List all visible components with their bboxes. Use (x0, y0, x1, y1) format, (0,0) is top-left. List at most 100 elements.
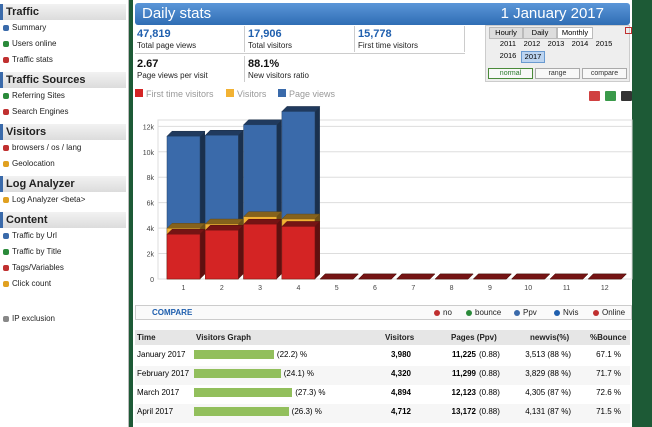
bar-top (587, 273, 627, 280)
year-button[interactable]: 2017 (521, 51, 545, 63)
compare-title[interactable]: COMPARE (152, 308, 193, 317)
row-visitors: 4,320 (390, 369, 411, 378)
nav-item[interactable]: Users online (12, 39, 57, 48)
bar-top (396, 273, 436, 280)
year-button[interactable]: 2014 (571, 39, 589, 48)
y-tick-label: 2k (147, 252, 155, 259)
row-bounce: 67.1 % (596, 350, 621, 359)
divider (135, 53, 465, 54)
section-header: Log Analyzer (0, 176, 126, 192)
stat-value: 17,906 (248, 28, 282, 40)
mode-button[interactable]: compare (582, 68, 627, 79)
bar-label: (26.3) % (291, 407, 322, 416)
nav-icon (3, 161, 9, 167)
stat-label: First time visitors (358, 41, 418, 50)
export-icon (589, 91, 600, 101)
x-tick-label: 3 (258, 285, 262, 292)
nav-item[interactable]: Tags/Variables (12, 263, 64, 272)
bar-top (242, 119, 283, 126)
table-header (135, 330, 630, 345)
compare-option[interactable]: no (443, 308, 452, 317)
nav-item[interactable]: IP exclusion (12, 314, 55, 323)
header-title: Daily stats (142, 5, 212, 22)
nav-item[interactable]: Traffic by Title (12, 247, 62, 256)
bar-label: (22.2) % (276, 350, 308, 359)
row-bounce: 72.6 % (596, 388, 621, 397)
bar-label: (24.1) % (283, 369, 314, 378)
row-pages: 13,172 (451, 407, 476, 416)
compare-icon (514, 310, 520, 316)
bar-label: (27.3) % (295, 388, 326, 397)
bar-top (472, 273, 513, 280)
column-header: Visitors (385, 333, 415, 342)
export-icon (605, 91, 616, 101)
period-tab[interactable]: Monthly (557, 27, 593, 39)
stat-label: Page views per visit (137, 71, 208, 80)
divider (244, 26, 245, 52)
compare-option[interactable]: bounce (475, 308, 502, 317)
compare-option[interactable]: Online (602, 308, 626, 317)
nav-icon (3, 249, 9, 255)
year-button[interactable]: 2012 (523, 39, 541, 48)
bar-top (166, 130, 206, 137)
mode-button[interactable]: range (535, 68, 580, 79)
row-time: March 2017 (137, 388, 180, 397)
bar-top (281, 221, 321, 227)
y-tick-label: 12k (143, 124, 155, 131)
year-button[interactable]: 2015 (595, 39, 613, 48)
row-newvis: 4,305 (87 %) (525, 388, 571, 397)
row-newvis: 3,829 (88 %) (525, 369, 571, 378)
bar-side (200, 229, 205, 279)
nav-icon (3, 145, 9, 151)
row-pages: 12,123 (451, 388, 476, 397)
nav-item[interactable]: Geolocation (12, 159, 55, 168)
year-button[interactable]: 2016 (499, 51, 517, 60)
nav-icon (3, 316, 9, 322)
x-tick-label: 7 (411, 285, 415, 292)
bar-top (242, 218, 283, 225)
bar-side (276, 219, 282, 279)
period-tab[interactable]: Daily (523, 27, 557, 39)
row-time: January 2017 (137, 350, 186, 359)
bar-top (281, 106, 321, 112)
visitors-bar (194, 388, 293, 397)
compare-icon (466, 310, 472, 316)
column-header: Visitors Graph (196, 333, 251, 342)
nav-icon (3, 233, 9, 239)
row-newvis: 4,131 (87 %) (525, 407, 571, 416)
visitors-bar (194, 369, 281, 378)
nav-item[interactable]: Search Engines (12, 107, 69, 116)
row-ppv: (0.88) (479, 388, 500, 397)
row-pages: 11,225 (451, 350, 476, 359)
row-visitors: 4,894 (390, 388, 411, 397)
legend-swatch (226, 89, 234, 97)
legend-swatch (135, 89, 143, 97)
nav-icon (3, 41, 9, 47)
legend-label: First time visitors (146, 89, 214, 99)
x-tick-label: 10 (524, 285, 532, 292)
nav-item[interactable]: Referring Sites (12, 91, 65, 100)
nav-item[interactable]: Traffic stats (12, 55, 53, 64)
section-header: Traffic (0, 4, 126, 20)
legend-swatch (278, 89, 286, 97)
nav-item[interactable]: Traffic by Url (12, 231, 57, 240)
bar-top (281, 213, 321, 220)
nav-item[interactable]: Summary (12, 23, 47, 32)
stat-value: 15,778 (358, 28, 392, 40)
bar-side (238, 225, 244, 279)
mode-button[interactable]: normal (488, 68, 533, 79)
compare-option[interactable]: Nvis (563, 308, 579, 317)
year-button[interactable]: 2011 (499, 39, 517, 48)
year-button[interactable]: 2013 (547, 39, 565, 48)
nav-item[interactable]: Log Analyzer <beta> (12, 195, 86, 204)
nav-item[interactable]: browsers / os / lang (12, 143, 82, 152)
header-bar (135, 3, 630, 25)
period-tab[interactable]: Hourly (489, 27, 523, 39)
row-newvis: 3,513 (88 %) (525, 350, 571, 359)
nav-item[interactable]: Click count (12, 279, 52, 288)
bar-side (314, 221, 320, 279)
visitors-bar (194, 407, 289, 416)
compare-option[interactable]: Ppv (523, 308, 537, 317)
